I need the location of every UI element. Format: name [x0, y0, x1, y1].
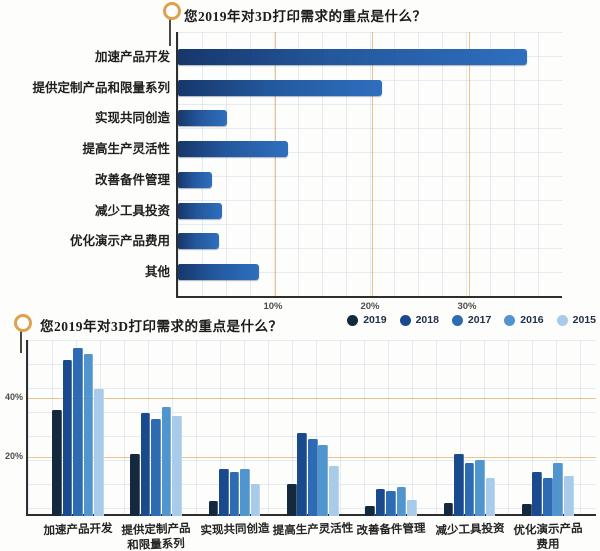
bar-2018[interactable]: [219, 468, 229, 516]
pin-ring-icon: [14, 314, 32, 332]
bar-2016[interactable]: [240, 468, 250, 516]
bar-2019[interactable]: [130, 454, 140, 516]
category-label: 优化演示产品费用: [69, 234, 170, 249]
gridline-20%: [372, 32, 373, 296]
bar-2016[interactable]: [475, 459, 485, 516]
bar-undefined[interactable]: [178, 79, 382, 96]
category-label: 加速产品开发: [94, 50, 170, 64]
category-label: 提供定制产品和限量系列: [32, 80, 170, 95]
legend-swatch-icon: [399, 314, 411, 326]
bar-2017[interactable]: [464, 462, 475, 516]
legend-swatch-icon: [556, 314, 568, 326]
bar-2018[interactable]: [140, 412, 151, 516]
legend-item-2016[interactable]: 2016: [504, 314, 544, 326]
y-tick-40%: 40%: [4, 392, 23, 402]
bar-2015[interactable]: [563, 476, 574, 516]
bar-2017[interactable]: [386, 490, 396, 516]
x-tick-20%: 20%: [360, 301, 380, 312]
bar-undefined[interactable]: [178, 233, 219, 250]
legend-label: 2018: [415, 314, 439, 326]
bar-2018[interactable]: [62, 359, 73, 516]
bar-undefined[interactable]: [178, 202, 222, 219]
bar-2019[interactable]: [365, 505, 375, 516]
y-tick-20%: 20%: [4, 451, 23, 461]
top-chart-title: 您2019年对3D打印需求的重点是什么？: [184, 9, 427, 24]
bar-2019[interactable]: [52, 409, 62, 516]
bar-2016[interactable]: [396, 486, 407, 516]
bar-2015[interactable]: [407, 499, 417, 516]
pin-ring-icon: [163, 2, 181, 20]
bar-undefined[interactable]: [178, 263, 260, 280]
bar-2017[interactable]: [307, 439, 318, 516]
gridline-40%: [28, 398, 596, 399]
legend-label: 2015: [572, 314, 596, 326]
legend-label: 2019: [363, 314, 387, 326]
category-label: 提高生产灵活性: [82, 142, 170, 157]
bar-2019[interactable]: [443, 502, 454, 516]
top-chart-plot-area: [176, 32, 562, 298]
category-label: 改善备件管理: [94, 172, 170, 187]
bar-undefined[interactable]: [178, 141, 288, 158]
bar-undefined[interactable]: [178, 110, 227, 127]
bar-2015[interactable]: [250, 483, 261, 516]
legend-swatch-icon: [451, 314, 463, 326]
bar-2019[interactable]: [208, 501, 219, 516]
chart-legend: 2019 2018 2017 2016 2015: [347, 314, 596, 326]
bar-2015[interactable]: [485, 477, 496, 516]
bar-2016[interactable]: [161, 406, 172, 516]
bar-2017[interactable]: [229, 471, 240, 516]
bar-undefined[interactable]: [178, 171, 212, 188]
bar-2017[interactable]: [73, 347, 83, 516]
gridline-30%: [469, 32, 470, 296]
legend-item-2019[interactable]: 2019: [347, 314, 387, 326]
x-tick-30%: 30%: [457, 301, 477, 312]
category-label: 减少工具投资: [94, 203, 170, 218]
legend-label: 2017: [467, 314, 492, 326]
bar-2016[interactable]: [553, 462, 564, 516]
bar-2016[interactable]: [318, 445, 329, 516]
bar-undefined[interactable]: [178, 49, 528, 65]
bar-2015[interactable]: [94, 389, 104, 516]
x-tick-10%: 10%: [263, 301, 283, 312]
legend-swatch-icon: [504, 314, 516, 326]
pin-stem-icon: [169, 12, 171, 46]
legend-item-2015[interactable]: 2015: [556, 314, 596, 326]
bar-2018[interactable]: [532, 471, 543, 516]
pin-stem-icon: [20, 325, 22, 353]
bar-2019[interactable]: [286, 483, 297, 516]
bar-2019[interactable]: [521, 504, 532, 516]
bar-2017[interactable]: [151, 418, 161, 516]
category-label: 其他: [144, 264, 170, 279]
bar-2016[interactable]: [83, 353, 94, 516]
bar-2015[interactable]: [328, 465, 339, 516]
legend-label: 2016: [520, 314, 544, 326]
gridline-10%: [275, 32, 276, 296]
bar-2018[interactable]: [454, 454, 464, 516]
legend-item-2017[interactable]: 2017: [451, 314, 492, 326]
bar-2017[interactable]: [542, 477, 553, 516]
bar-2018[interactable]: [297, 433, 308, 516]
category-label: 实现共同创造: [94, 111, 170, 126]
legend-swatch-icon: [347, 314, 359, 326]
legend-item-2018[interactable]: 2018: [399, 314, 439, 326]
bar-2015[interactable]: [172, 415, 182, 516]
bar-2018[interactable]: [375, 489, 386, 516]
bottom-chart-title: 您2019年对3D打印需求的重点是什么？: [40, 319, 283, 334]
